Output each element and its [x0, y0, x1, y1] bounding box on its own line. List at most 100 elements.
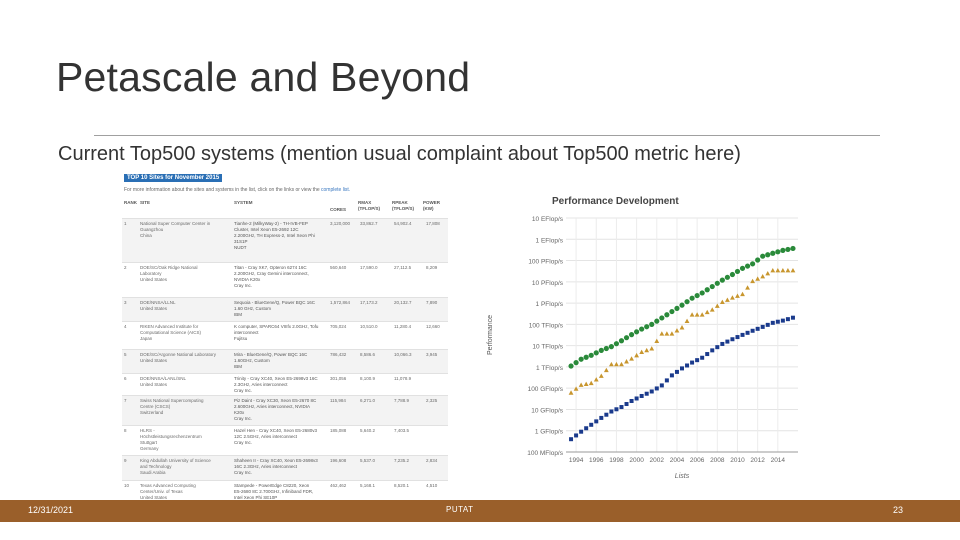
cell-power: 7,890	[426, 300, 438, 305]
x-tick-label: 2000	[629, 457, 644, 464]
cell-site[interactable]: National Super Computer Center in Guangz…	[140, 221, 211, 238]
point-sum	[785, 246, 791, 253]
y-tick-label: 1 PFlop/s	[536, 301, 564, 308]
point-top500	[629, 398, 634, 403]
x-tick-label: 2006	[690, 457, 705, 464]
point-top1	[770, 267, 776, 273]
cell-site[interactable]: DOE/SC/Argonne National Laboratory Unite…	[140, 352, 217, 363]
point-top500	[785, 317, 790, 322]
point-top1	[578, 382, 584, 387]
point-top1	[659, 331, 665, 336]
cell-rank: 5	[124, 352, 127, 357]
cell-rpeak: 20,132.7	[394, 300, 412, 305]
cell-rpeak: 8,520.1	[394, 483, 410, 488]
cell-site[interactable]: Texas Advanced Computing Center/Univ. of…	[140, 483, 196, 500]
footer-bar	[0, 500, 960, 522]
point-top500	[619, 405, 624, 410]
cell-rpeak: 27,112.5	[394, 265, 412, 270]
point-sum	[699, 290, 705, 296]
point-top1	[679, 325, 685, 330]
cell-site[interactable]: DOE/NNSA/LANL/SNL United States	[140, 376, 187, 387]
cell-system[interactable]: Mira - BlueGene/Q, Power BQC 16C 1.60GHz…	[234, 352, 308, 369]
point-top500	[574, 433, 579, 438]
cell-system[interactable]: Trinity - Cray XC40, Xeon E5-2698v3 16C …	[234, 376, 318, 393]
point-top1	[780, 267, 786, 273]
point-top500	[695, 358, 700, 363]
point-sum	[714, 280, 720, 286]
cell-system[interactable]: K computer, SPARC64 VIIIfx 2.0GHz, Tofu …	[234, 324, 319, 341]
x-tick-label: 1996	[589, 457, 604, 464]
point-sum	[760, 253, 766, 259]
point-top500	[584, 426, 589, 431]
cell-site[interactable]: Swiss National Supercomputing Centre (CS…	[140, 398, 204, 415]
point-top1	[634, 352, 640, 358]
point-sum	[729, 271, 736, 278]
cell-system[interactable]: Piz Daint - Cray XC30, Xeon E5-2670 8C 2…	[234, 398, 317, 421]
table-row: 1 National Super Computer Center in Guang…	[122, 218, 448, 263]
y-tick-label: 1 GFlop/s	[535, 429, 564, 436]
point-top500	[740, 332, 745, 337]
point-sum	[639, 326, 645, 332]
point-sum	[603, 345, 609, 352]
cell-site[interactable]: RIKEN Advanced Institute for Computation…	[140, 324, 202, 341]
cell-rank: 7	[124, 398, 127, 403]
cell-cores: 560,640	[330, 265, 347, 270]
complete-list-link[interactable]: complete list.	[321, 187, 351, 193]
cell-cores: 3,120,000	[330, 221, 351, 226]
point-sum	[765, 252, 771, 258]
cell-site[interactable]: HLRS - Höchstleistungsrechenzentrum Stut…	[140, 428, 202, 451]
point-sum	[654, 318, 660, 324]
point-top1	[689, 312, 695, 317]
top10-table-image: TOP 10 Sites for November 2015 For more …	[110, 172, 450, 522]
point-top1	[765, 270, 771, 276]
point-top500	[589, 422, 594, 427]
cell-site[interactable]: DOE/NNSA/LLNL United States	[140, 300, 176, 311]
point-top500	[790, 315, 795, 320]
point-top1	[775, 267, 781, 273]
x-tick-label: 2004	[670, 457, 685, 464]
top10-intro: For more information about the sites and…	[124, 187, 350, 193]
point-top1	[624, 359, 629, 364]
point-top500	[659, 383, 664, 388]
y-tick-label: 10 TFlop/s	[532, 344, 563, 351]
point-top1	[704, 309, 710, 315]
point-top1	[664, 331, 670, 336]
point-sum	[618, 338, 625, 344]
table-row: 3 DOE/NNSA/LLNL United States Sequoia - Bl…	[122, 297, 448, 322]
title-divider	[94, 135, 880, 136]
point-sum	[679, 302, 685, 308]
cell-site[interactable]: King Abdullah University of Science and …	[140, 458, 211, 475]
cell-power: 8,209	[426, 265, 438, 270]
point-top500	[654, 386, 659, 391]
cell-rank: 9	[124, 458, 127, 463]
cell-rank: 6	[124, 376, 127, 381]
performance-chart-svg: Performance Development 100 MFlop/s 1 GFlo…	[487, 196, 798, 509]
cell-system[interactable]: Sequoia - BlueGene/Q, Power BQC 16C 1.60…	[234, 300, 316, 317]
point-top1	[730, 295, 735, 300]
top10-heading: TOP 10 Sites for November 2015	[124, 174, 223, 182]
cell-system[interactable]: Shaheen II - Cray XC40, Xeon E5-2698v3 1…	[234, 458, 318, 475]
cell-site[interactable]: DOE/SC/Oak Ridge National Laboratory Uni…	[140, 265, 198, 282]
point-top500	[680, 366, 684, 371]
point-sum	[613, 341, 620, 347]
point-top500	[705, 352, 710, 357]
cell-rpeak: 11,078.9	[394, 376, 412, 381]
cell-system[interactable]: Tianhe-2 (MilkyWay-2) - TH-IVB-FEP Clust…	[234, 221, 315, 250]
point-top500	[735, 335, 740, 340]
cell-system[interactable]: Titan - Cray XK7, Opteron 6274 16C 2.200…	[234, 265, 309, 288]
y-axis-label: Performance	[487, 315, 494, 355]
point-top500	[760, 324, 765, 329]
cell-system[interactable]: Hazel Hen - Cray XC40, Xeon E5-2680v3 12…	[234, 428, 318, 445]
x-axis-label: Lists	[675, 473, 690, 480]
point-sum	[669, 308, 675, 315]
point-top500	[614, 407, 619, 412]
point-sum	[780, 247, 786, 253]
point-sum	[674, 305, 680, 311]
y-tick-label: 100 GFlop/s	[528, 386, 564, 393]
point-sum	[744, 263, 751, 269]
point-top1	[583, 381, 589, 386]
point-top500	[609, 409, 614, 414]
performance-chart: Performance Development 100 MFlop/s 1 GFlo…	[480, 188, 850, 522]
cell-rpeak: 7,235.2	[394, 458, 410, 463]
point-sum	[644, 324, 650, 330]
